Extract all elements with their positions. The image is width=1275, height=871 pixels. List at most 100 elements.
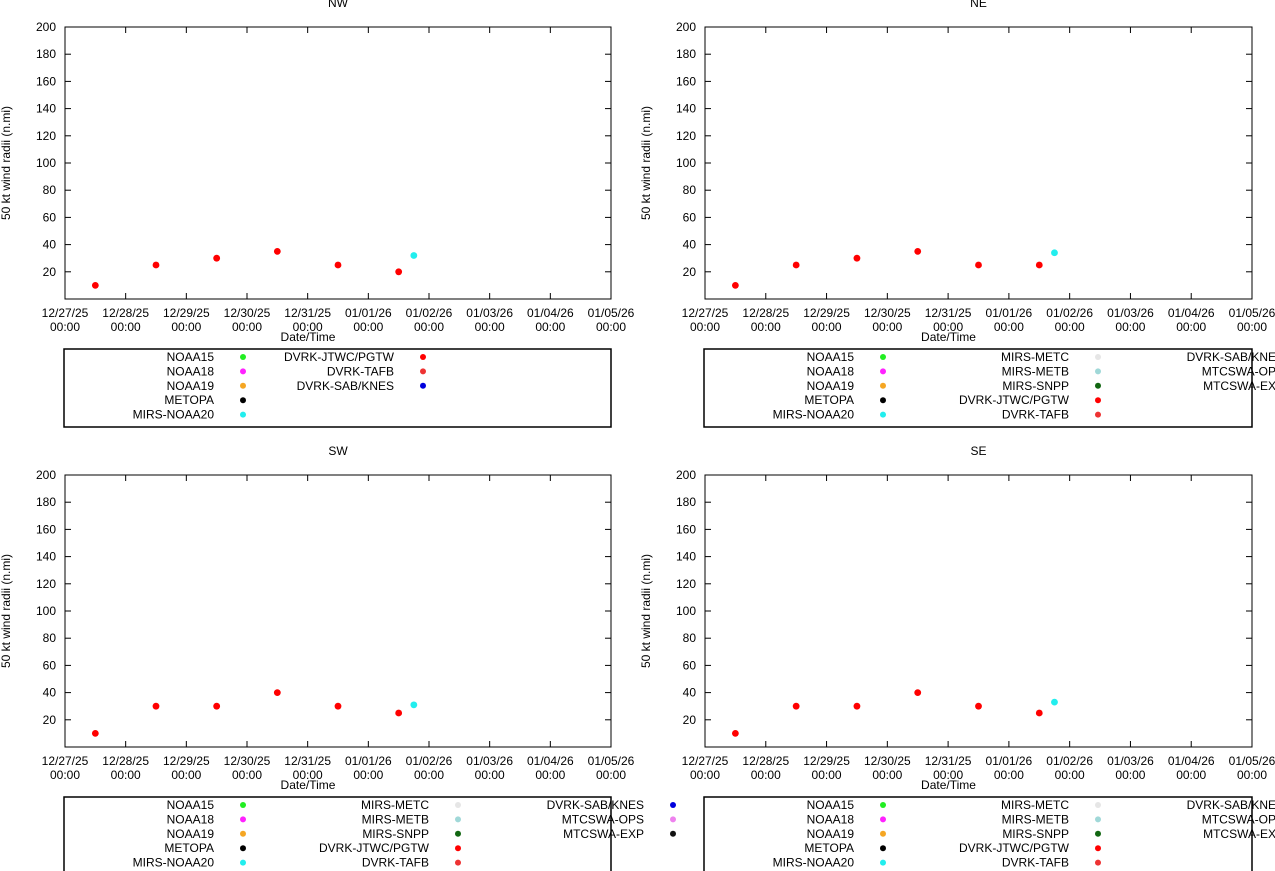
y-tick-label: 140: [676, 102, 696, 116]
legend-label: MIRS-METC: [361, 798, 429, 812]
y-axis-label: 50 kt wind radii (n.mi): [639, 554, 653, 668]
y-tick-label: 20: [683, 265, 697, 279]
data-point: [410, 252, 418, 259]
legend-label: DVRK-JTWC/PGTW: [959, 393, 1070, 407]
x-tick-label-time: 00:00: [111, 320, 141, 334]
y-tick-label: 200: [36, 20, 56, 34]
data-point: [410, 701, 418, 709]
legend-label: METOPA: [164, 393, 214, 407]
x-tick-label-date: 01/01/26: [345, 306, 392, 320]
x-tick-label-time: 00:00: [414, 320, 444, 334]
y-tick-label: 180: [36, 47, 56, 61]
x-tick-label-date: 12/31/25: [284, 754, 331, 768]
x-tick-label-time: 00:00: [171, 768, 201, 782]
data-point: [1051, 698, 1058, 706]
legend-label: MIRS-NOAA20: [773, 408, 855, 422]
chart-panel-ne: NE2040608010012014016018020012/27/2500:0…: [639, 0, 1275, 428]
legend-marker: [880, 411, 886, 418]
legend-box: [63, 796, 612, 871]
x-tick-label-date: 01/03/26: [466, 754, 513, 768]
x-tick-label-time: 00:00: [812, 320, 842, 334]
y-tick-label: 160: [676, 522, 696, 536]
y-tick-label: 20: [683, 713, 697, 727]
legend-box: [63, 348, 612, 428]
x-tick-label-time: 00:00: [933, 320, 963, 334]
legend-marker: [240, 845, 246, 852]
data-point: [1035, 709, 1043, 717]
x-tick-label-time: 00:00: [596, 320, 626, 334]
legend-marker: [1095, 411, 1101, 418]
x-tick-label-time: 00:00: [414, 768, 444, 782]
x-tick-label-date: 12/29/25: [803, 306, 850, 320]
y-tick-label: 180: [676, 495, 696, 509]
y-tick-label: 40: [43, 686, 57, 700]
x-tick-label-date: 01/04/26: [527, 754, 574, 768]
x-tick-label-time: 00:00: [535, 768, 565, 782]
legend-label: MTCSWA-EXP: [1203, 827, 1275, 841]
legend-label: MTCSWA-OPS: [1202, 812, 1275, 826]
x-tick-label-date: 12/28/25: [102, 754, 149, 768]
legend-marker: [420, 368, 426, 375]
legend-marker: [420, 382, 426, 389]
x-tick-label-date: 12/29/25: [163, 306, 210, 320]
chart-title: SE: [970, 444, 986, 458]
y-tick-label: 120: [36, 129, 56, 143]
legend-label: DVRK-JTWC/PGTW: [284, 350, 395, 364]
legend-label: DVRK-TAFB: [362, 856, 429, 870]
data-point: [975, 702, 982, 710]
plot-frame: [64, 26, 612, 300]
data-point: [273, 689, 281, 696]
legend-marker: [1095, 382, 1101, 389]
legend-label: MIRS-SNPP: [1002, 379, 1069, 393]
legend-marker: [880, 859, 886, 866]
x-tick-label-date: 12/30/25: [864, 754, 911, 768]
legend-marker: [1095, 845, 1101, 852]
chart-title: NE: [970, 0, 987, 10]
x-tick-label-time: 00:00: [1176, 320, 1206, 334]
legend-label: MTCSWA-EXP: [1203, 379, 1275, 393]
legend-label: NOAA18: [167, 364, 215, 378]
y-tick-label: 120: [676, 577, 696, 591]
y-tick-label: 40: [683, 238, 697, 252]
y-tick-label: 60: [43, 658, 57, 672]
y-tick-label: 40: [43, 238, 57, 252]
x-tick-label-date: 12/27/25: [682, 754, 729, 768]
x-tick-label-date: 12/30/25: [224, 754, 271, 768]
x-tick-label-date: 01/05/26: [588, 754, 635, 768]
chart-panel-se: SE2040608010012014016018020012/27/2500:0…: [639, 444, 1275, 871]
x-tick-label-time: 00:00: [872, 320, 902, 334]
x-tick-label-time: 00:00: [535, 320, 565, 334]
legend-marker: [240, 368, 246, 375]
x-tick-label-date: 01/03/26: [1107, 754, 1154, 768]
legend-marker: [880, 397, 886, 404]
y-tick-label: 200: [676, 20, 696, 34]
legend-marker: [455, 859, 461, 866]
legend-label: NOAA19: [807, 379, 855, 393]
legend-marker: [1095, 368, 1101, 375]
x-tick-label-date: 12/27/25: [42, 306, 89, 320]
data-point: [213, 702, 221, 710]
x-tick-label-date: 01/01/26: [986, 754, 1033, 768]
x-tick-label-time: 00:00: [353, 320, 383, 334]
y-tick-label: 60: [43, 210, 57, 224]
legend-marker: [880, 354, 886, 360]
x-tick-label-date: 12/30/25: [224, 306, 271, 320]
legend-label: MTCSWA-EXP: [563, 827, 644, 841]
y-tick-label: 140: [676, 550, 696, 564]
y-tick-label: 100: [36, 156, 56, 170]
data-point: [1051, 249, 1058, 257]
data-point: [853, 254, 861, 262]
legend-label: NOAA15: [167, 798, 215, 812]
x-tick-label-date: 12/29/25: [163, 754, 210, 768]
x-tick-label-time: 00:00: [751, 768, 781, 782]
y-tick-label: 180: [36, 495, 56, 509]
y-tick-label: 160: [36, 522, 56, 536]
x-tick-label-time: 00:00: [1115, 768, 1145, 782]
x-tick-label-date: 12/28/25: [742, 754, 789, 768]
legend-marker: [240, 382, 246, 389]
x-tick-label-time: 00:00: [751, 320, 781, 334]
legend-label: MIRS-METB: [1002, 812, 1069, 826]
x-tick-label-time: 00:00: [1055, 768, 1085, 782]
legend-label: METOPA: [804, 841, 854, 855]
